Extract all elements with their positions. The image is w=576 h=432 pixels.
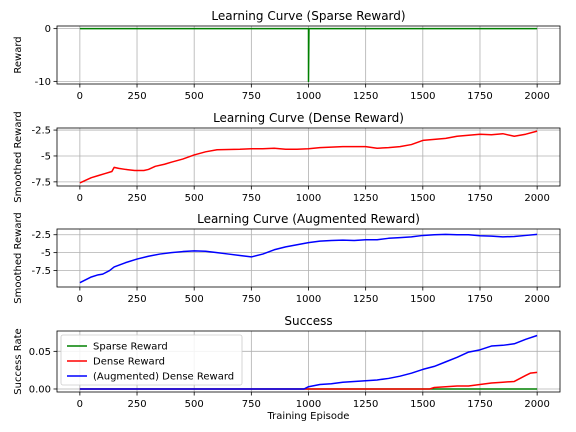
x-tick-label: 1250 bbox=[353, 399, 378, 410]
series-line-1 bbox=[79, 233, 538, 284]
x-tick-label: 0 bbox=[77, 294, 83, 305]
x-tick-label: 500 bbox=[185, 193, 204, 204]
x-tick-label: 2000 bbox=[524, 294, 549, 305]
x-tick-label: 1500 bbox=[410, 193, 435, 204]
x-tick-label: 500 bbox=[185, 91, 204, 102]
x-tick-label: 1500 bbox=[410, 91, 435, 102]
y-tick-label: -5 bbox=[41, 248, 51, 259]
x-tick-label: 1500 bbox=[410, 399, 435, 410]
x-tick-label: 2000 bbox=[524, 193, 549, 204]
y-tick-label: 0.05 bbox=[29, 347, 51, 358]
y-tick-label: -5 bbox=[41, 151, 51, 162]
x-tick-label: 250 bbox=[127, 294, 146, 305]
y-tick-label: -7.5 bbox=[31, 266, 51, 277]
x-tick-label: 1750 bbox=[467, 91, 492, 102]
chart-title: Learning Curve (Augmented Reward) bbox=[197, 212, 420, 226]
legend-label: Sparse Reward bbox=[93, 342, 168, 353]
y-tick-label: 0 bbox=[45, 24, 51, 35]
y-tick-label: 0.00 bbox=[29, 384, 51, 395]
x-tick-label: 1250 bbox=[353, 193, 378, 204]
y-tick-label: -2.5 bbox=[31, 230, 51, 241]
y-axis-label: Success Rate bbox=[13, 328, 24, 394]
x-tick-label: 500 bbox=[185, 399, 204, 410]
chart-2: 0 250 500 750 1000 1250 1500 1750 2000 -2.5 -5 -7.5… bbox=[13, 111, 561, 204]
x-tick-label: 1250 bbox=[353, 294, 378, 305]
x-tick-label: 1000 bbox=[296, 294, 321, 305]
x-tick-label: 0 bbox=[77, 91, 83, 102]
y-tick-label: -10 bbox=[35, 77, 51, 88]
x-tick-label: 1500 bbox=[410, 294, 435, 305]
legend-label: Dense Reward bbox=[93, 357, 165, 368]
x-tick-label: 2000 bbox=[524, 399, 549, 410]
x-tick-label: 250 bbox=[127, 193, 146, 204]
series-line-1 bbox=[79, 130, 538, 184]
x-axis-label: Training Episode bbox=[267, 411, 350, 422]
legend: Sparse Reward Dense Reward (Augmented) Den… bbox=[60, 334, 243, 386]
y-tick-label: -7.5 bbox=[31, 177, 51, 188]
legend-label: (Augmented) Dense Reward bbox=[93, 372, 234, 383]
y-tick-label: -2.5 bbox=[31, 126, 51, 137]
x-tick-label: 1250 bbox=[353, 91, 378, 102]
x-tick-label: 750 bbox=[242, 294, 261, 305]
x-tick-label: 0 bbox=[77, 193, 83, 204]
chart-title: Learning Curve (Dense Reward) bbox=[213, 111, 404, 125]
x-tick-label: 2000 bbox=[524, 91, 549, 102]
x-tick-label: 1000 bbox=[296, 193, 321, 204]
x-tick-label: 0 bbox=[77, 399, 83, 410]
chart-3: 0 250 500 750 1000 1250 1500 1750 2000 -2.5 -5 -7.5… bbox=[13, 212, 561, 305]
x-tick-label: 750 bbox=[242, 193, 261, 204]
x-tick-label: 1000 bbox=[296, 91, 321, 102]
x-tick-label: 750 bbox=[242, 399, 261, 410]
series-line-3 bbox=[79, 334, 538, 390]
x-tick-label: 1000 bbox=[296, 399, 321, 410]
x-tick-label: 250 bbox=[127, 399, 146, 410]
x-tick-label: 500 bbox=[185, 294, 204, 305]
chart-1: 0 250 500 750 1000 1250 1500 1750 2000 0 -10 Learni… bbox=[13, 9, 561, 102]
y-axis-label: Smoothed Reward bbox=[13, 212, 24, 304]
y-axis-label: Smoothed Reward bbox=[13, 111, 24, 203]
x-tick-label: 250 bbox=[127, 91, 146, 102]
x-tick-label: 1750 bbox=[467, 399, 492, 410]
legend-box bbox=[60, 334, 243, 386]
series-line-1 bbox=[79, 27, 538, 83]
x-tick-label: 750 bbox=[242, 91, 261, 102]
chart-title: Learning Curve (Sparse Reward) bbox=[211, 9, 405, 23]
series-line-2 bbox=[79, 371, 538, 390]
x-tick-label: 1750 bbox=[467, 294, 492, 305]
chart-4: 0 250 500 750 1000 1250 1500 1750 2000 0.00 0.05 Su… bbox=[13, 314, 561, 422]
y-axis-label: Reward bbox=[13, 36, 24, 73]
chart-title: Success bbox=[284, 314, 332, 328]
x-tick-label: 1750 bbox=[467, 193, 492, 204]
